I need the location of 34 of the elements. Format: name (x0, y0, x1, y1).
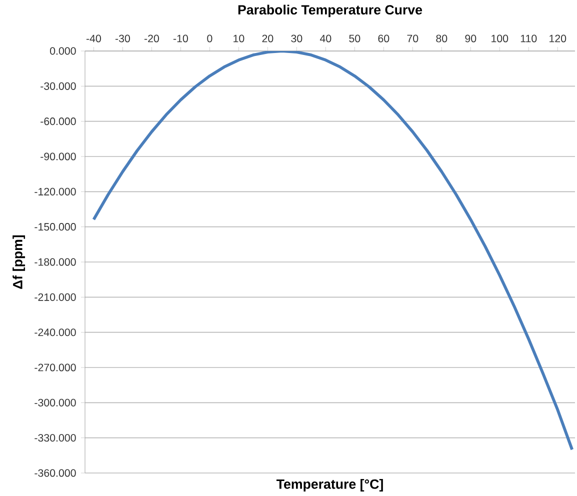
x-tick-label: 50 (349, 34, 360, 42)
y-axis-title: Δf [ppm] (12, 235, 26, 289)
y-tick-label: -150.000 (34, 223, 76, 231)
x-tick-label: -20 (144, 34, 159, 42)
x-axis-title: Temperature [°C] (276, 479, 383, 492)
x-tick-label: 60 (378, 34, 390, 42)
chart-title: Parabolic Temperature Curve (238, 4, 422, 18)
y-tick-label: -240.000 (34, 328, 76, 336)
y-tick-label: -30.000 (40, 82, 76, 90)
x-tick-label: 120 (550, 34, 566, 42)
y-tick-label: -300.000 (34, 398, 76, 406)
x-tick-label: 70 (407, 34, 418, 42)
y-tick-label: -360.000 (34, 469, 76, 477)
x-tick-label: -10 (173, 34, 188, 42)
y-tick-label: 0.000 (50, 47, 76, 55)
x-tick-label: 100 (492, 34, 508, 42)
y-tick-label: -210.000 (34, 293, 76, 301)
y-tick-label: -90.000 (40, 152, 76, 160)
x-tick-label: 90 (465, 34, 476, 42)
y-tick-label: -60.000 (40, 118, 76, 126)
y-tick-label: -330.000 (34, 434, 76, 442)
x-tick-label: -40 (86, 34, 101, 42)
y-tick-label: -180.000 (34, 258, 76, 266)
x-tick-label: 0 (207, 34, 212, 42)
y-tick-label: -270.000 (34, 364, 76, 372)
y-tick-label: -120.000 (34, 188, 76, 196)
x-tick-label: 80 (436, 34, 448, 42)
line-series (92, 51, 574, 452)
x-tick-label: 110 (520, 34, 537, 42)
x-tick-label: 10 (234, 34, 244, 42)
x-tick-label: 20 (262, 34, 274, 42)
x-tick-label: 30 (291, 34, 302, 42)
x-tick-label: 40 (320, 34, 332, 42)
x-tick-label: -30 (115, 34, 130, 42)
